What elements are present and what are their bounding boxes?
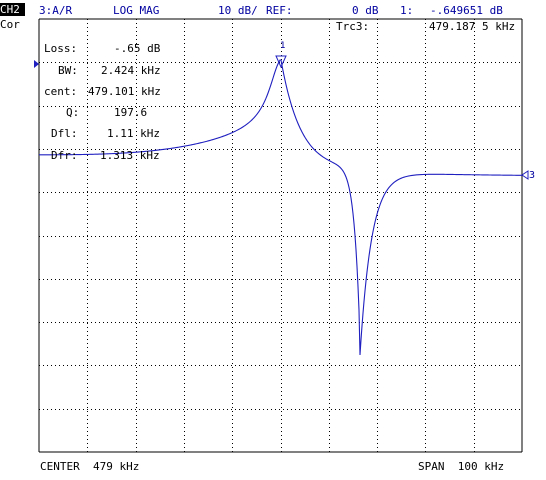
stat-value-bw: 2.424 kHz [101,64,161,77]
stat-value-dfr: 1.313 kHz [100,149,160,162]
trace-end-arrow [521,170,529,180]
trace-end-label: 3 [529,170,536,181]
marker-frequency: 479.187 5 kHz [429,20,516,33]
reference-label: REF: [266,4,293,17]
stat-value-loss: -.65 dB [114,42,161,55]
marker-1-triangle [275,55,287,69]
reference-level-arrow [34,60,39,68]
reference-value[interactable]: 0 dB [352,4,379,17]
plot-grid [38,18,523,453]
stat-value-q: 197.6 [114,106,148,119]
stat-label-bw: BW: [58,64,78,77]
trace-3-curve [39,59,522,356]
display-format[interactable]: LOG MAG [113,4,160,17]
stat-value-cent: 479.101 kHz [88,85,161,98]
stat-label-q: Q: [66,106,80,119]
trace-label: Trc3: [336,20,370,33]
frequency-span[interactable]: SPAN 100 kHz [418,460,505,473]
center-frequency[interactable]: CENTER 479 kHz [40,460,140,473]
active-marker-id: 1: [400,4,414,17]
stat-label-cent: cent: [44,85,78,98]
marker-1-label: 1 [280,41,286,51]
measurement-parameter[interactable]: 3:A/R [39,4,73,17]
stat-label-dfl: Dfl: [51,127,78,140]
stat-label-loss: Loss: [44,42,78,55]
channel-badge[interactable]: CH2 [0,3,25,16]
active-marker-value: -.649651 dB [430,4,503,17]
scale-per-division[interactable]: 10 dB/ [218,4,258,17]
stat-label-dfr: Dfr: [51,149,78,162]
correction-indicator: Cor [0,18,20,31]
stat-value-dfl: 1.11 kHz [107,127,160,140]
